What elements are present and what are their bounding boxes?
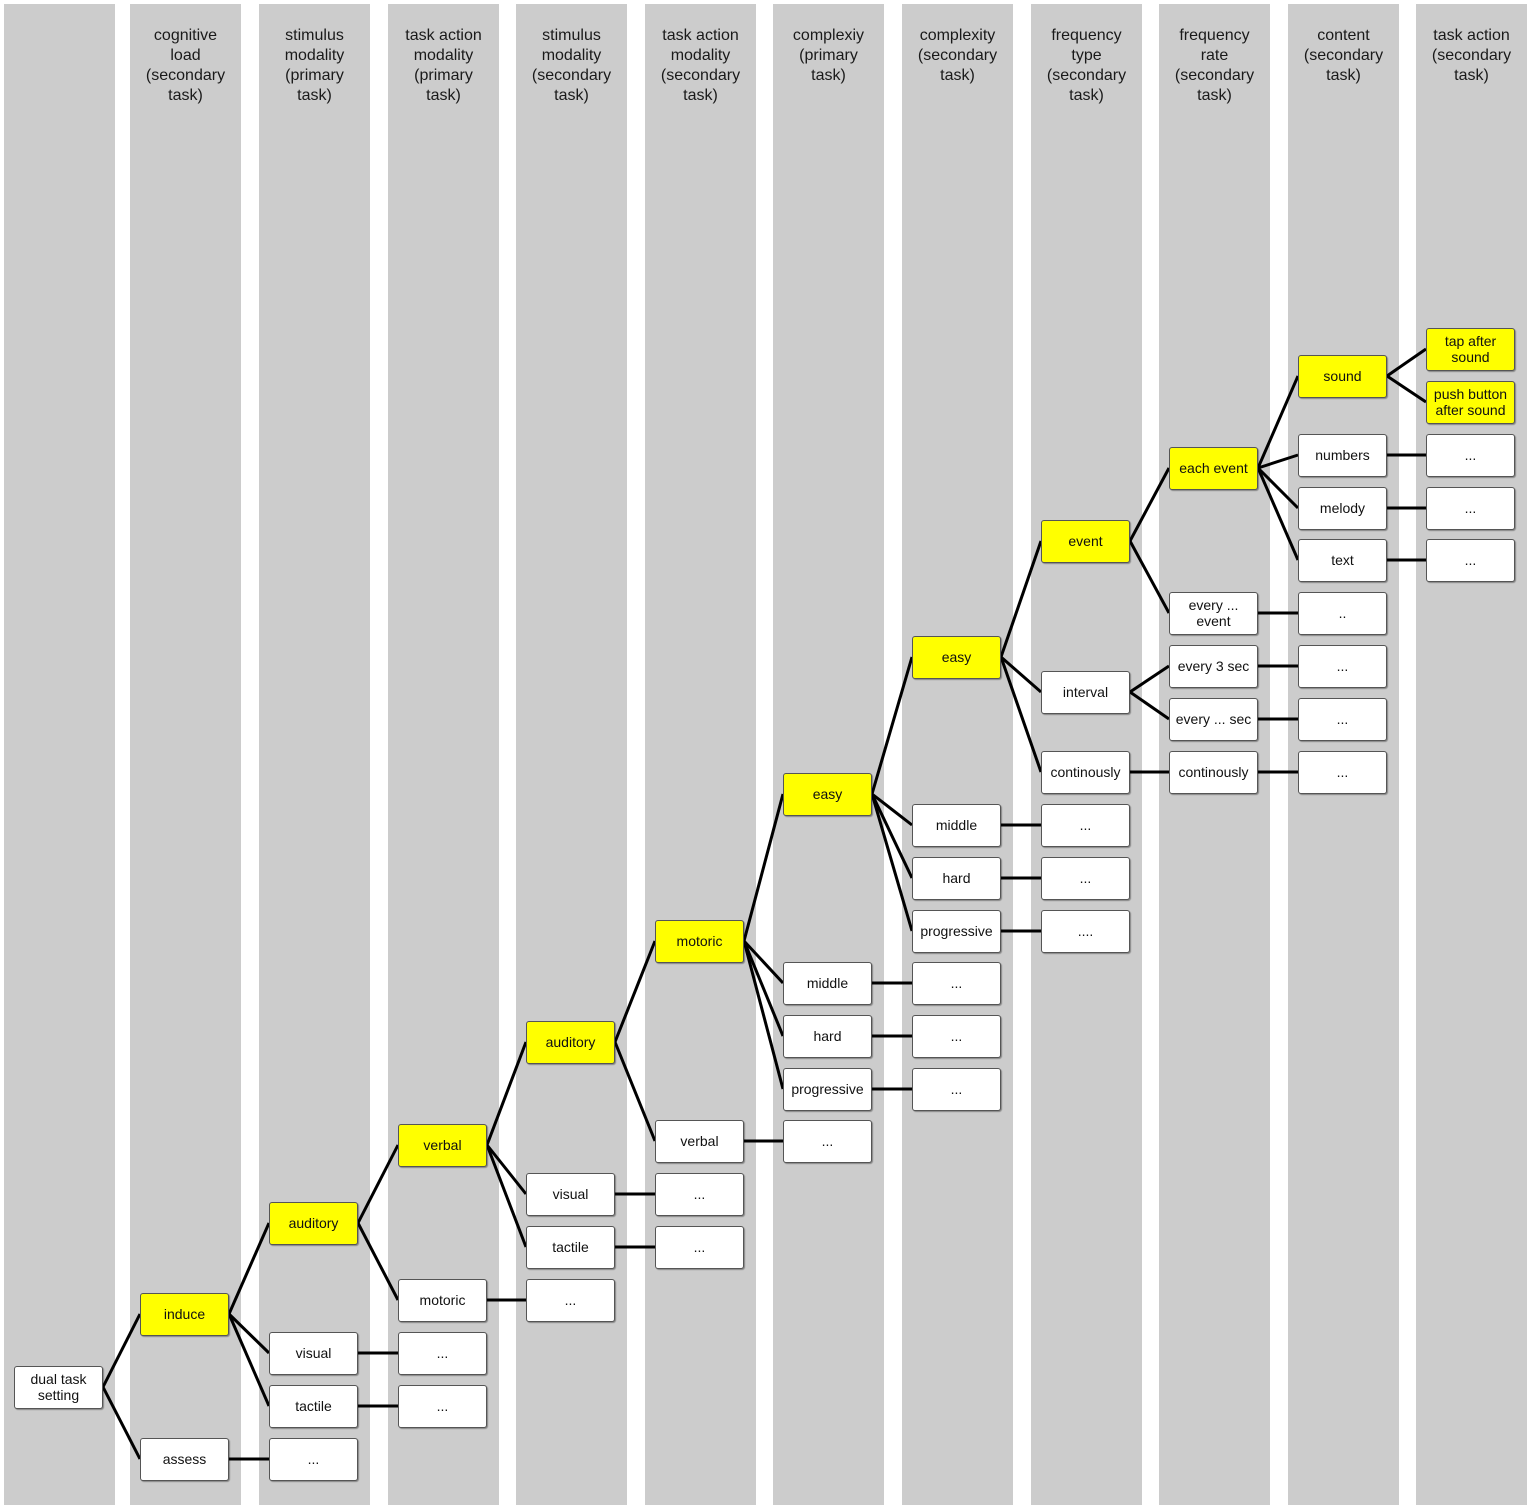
option-node[interactable]: progressive: [912, 909, 1001, 953]
category-column: task action (secondary task): [1416, 4, 1527, 1505]
option-node[interactable]: ...: [1041, 803, 1130, 847]
option-node[interactable]: motoric: [398, 1278, 487, 1322]
option-node[interactable]: ...: [783, 1119, 872, 1163]
option-node[interactable]: every 3 sec: [1169, 644, 1258, 688]
option-node[interactable]: middle: [783, 961, 872, 1005]
option-node[interactable]: ...: [526, 1278, 615, 1322]
selected-option-node[interactable]: push button after sound: [1426, 380, 1515, 424]
column-header: task action modality (secondary task): [660, 27, 741, 104]
option-node[interactable]: continously: [1041, 750, 1130, 794]
column-header: cognitive load (secondary task): [145, 27, 226, 104]
option-node[interactable]: tactile: [269, 1384, 358, 1428]
option-node[interactable]: ...: [398, 1384, 487, 1428]
selected-option-node[interactable]: induce: [140, 1292, 229, 1336]
option-node[interactable]: ..: [1298, 591, 1387, 635]
selected-option-node[interactable]: each event: [1169, 446, 1258, 490]
category-column: complexity (secondary task): [902, 4, 1013, 1505]
column-header: task action modality (primary task): [405, 27, 482, 104]
column-header: content (secondary task): [1303, 27, 1384, 84]
option-node[interactable]: progressive: [783, 1067, 872, 1111]
category-column: task action modality (primary task): [388, 4, 499, 1505]
selected-option-node[interactable]: motoric: [655, 919, 744, 963]
column-header: frequency type (secondary task): [1046, 27, 1127, 104]
column-header: complexity (secondary task): [917, 27, 998, 84]
option-node[interactable]: melody: [1298, 486, 1387, 530]
selected-option-node[interactable]: easy: [783, 772, 872, 816]
option-node[interactable]: visual: [526, 1172, 615, 1216]
category-column: cognitive load (secondary task): [130, 4, 241, 1505]
option-node[interactable]: ...: [1298, 697, 1387, 741]
option-node[interactable]: hard: [783, 1014, 872, 1058]
column-header: complexiy (primary task): [792, 27, 865, 84]
selected-option-node[interactable]: easy: [912, 635, 1001, 679]
option-node[interactable]: every ... sec: [1169, 697, 1258, 741]
option-node[interactable]: text: [1298, 538, 1387, 582]
option-node[interactable]: middle: [912, 803, 1001, 847]
option-node[interactable]: hard: [912, 856, 1001, 900]
option-node[interactable]: ....: [1041, 909, 1130, 953]
option-node[interactable]: ...: [912, 1067, 1001, 1111]
option-node[interactable]: ...: [912, 1014, 1001, 1058]
category-column: [4, 4, 115, 1505]
option-node[interactable]: ...: [912, 961, 1001, 1005]
option-node[interactable]: ...: [398, 1331, 487, 1375]
option-node[interactable]: ...: [655, 1225, 744, 1269]
option-node[interactable]: tactile: [526, 1225, 615, 1269]
option-node[interactable]: ...: [1426, 538, 1515, 582]
option-node[interactable]: ...: [1426, 433, 1515, 477]
option-node[interactable]: assess: [140, 1437, 229, 1481]
selected-option-node[interactable]: auditory: [526, 1020, 615, 1064]
category-column: task action modality (secondary task): [645, 4, 756, 1505]
option-node[interactable]: ...: [1298, 644, 1387, 688]
selected-option-node[interactable]: sound: [1298, 354, 1387, 398]
column-header: stimulus modality (secondary task): [531, 27, 612, 104]
category-column: stimulus modality (primary task): [259, 4, 370, 1505]
selected-option-node[interactable]: verbal: [398, 1123, 487, 1167]
column-header: frequency rate (secondary task): [1174, 27, 1255, 104]
option-node[interactable]: every ... event: [1169, 591, 1258, 635]
selected-option-node[interactable]: tap after sound: [1426, 327, 1515, 371]
option-node[interactable]: continously: [1169, 750, 1258, 794]
selected-option-node[interactable]: auditory: [269, 1201, 358, 1245]
option-node[interactable]: ...: [655, 1172, 744, 1216]
column-header: stimulus modality (primary task): [284, 27, 345, 104]
option-node[interactable]: ...: [1041, 856, 1130, 900]
option-node[interactable]: ...: [269, 1437, 358, 1481]
option-node[interactable]: interval: [1041, 670, 1130, 714]
option-node[interactable]: visual: [269, 1331, 358, 1375]
selected-option-node[interactable]: event: [1041, 519, 1130, 563]
option-node[interactable]: numbers: [1298, 433, 1387, 477]
option-node[interactable]: ...: [1426, 486, 1515, 530]
option-node[interactable]: dual task setting: [14, 1365, 103, 1409]
option-node[interactable]: ...: [1298, 750, 1387, 794]
column-header: task action (secondary task): [1431, 27, 1512, 84]
option-node[interactable]: verbal: [655, 1119, 744, 1163]
category-column: complexiy (primary task): [773, 4, 884, 1505]
